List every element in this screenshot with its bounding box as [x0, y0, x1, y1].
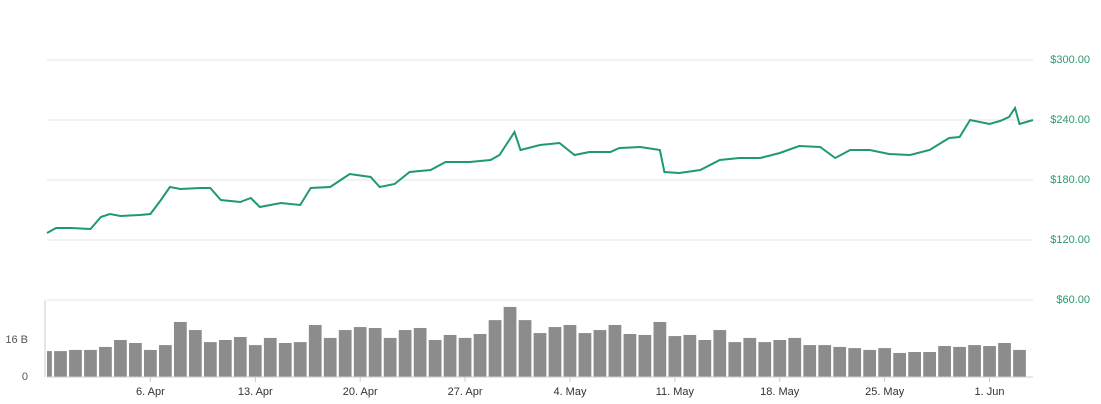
volume-bar: [383, 337, 397, 377]
volume-bar: [413, 327, 427, 377]
volume-bar: [563, 324, 577, 377]
volume-bar: [473, 333, 487, 377]
y-tick-label: 16 B: [5, 334, 28, 346]
volume-bar: [443, 334, 457, 377]
volume-bar: [758, 342, 772, 377]
volume-bar: [743, 337, 757, 377]
volume-bar: [129, 343, 142, 377]
volume-bar: [114, 340, 127, 377]
volume-bar: [578, 333, 592, 377]
volume-bar: [323, 337, 337, 377]
volume-bar: [998, 343, 1011, 377]
volume-bar: [908, 352, 921, 377]
volume-bar: [638, 334, 652, 377]
volume-bar: [173, 321, 187, 377]
y-tick-label: 0: [22, 371, 28, 383]
x-tick-label: 25. May: [865, 386, 905, 398]
volume-bar: [833, 346, 847, 377]
volume-bar: [518, 320, 532, 377]
x-tick-label: 27. Apr: [448, 386, 483, 398]
volume-bar: [668, 336, 682, 377]
volume-bar: [728, 342, 742, 377]
volume-bar: [338, 330, 352, 377]
volume-bar: [308, 324, 322, 377]
volume-bar: [923, 352, 936, 377]
volume-bar: [878, 348, 892, 377]
volume-bar: [263, 337, 277, 377]
x-tick-label: 1. Jun: [975, 386, 1005, 398]
volume-bar: [248, 345, 262, 377]
x-tick-label: 11. May: [656, 386, 695, 398]
volume-bar: [293, 342, 307, 377]
volume-bar: [159, 345, 172, 377]
volume-bar: [54, 351, 67, 377]
volume-bar: [278, 343, 292, 377]
volume-bar: [608, 324, 622, 377]
y-tick-label: $300.00: [1050, 54, 1090, 66]
volume-bar: [863, 349, 877, 377]
volume-bar: [398, 330, 412, 377]
volume-bar: [503, 306, 517, 377]
x-tick-label: 18. May: [760, 386, 800, 398]
volume-bar: [233, 336, 247, 377]
volume-bar: [893, 352, 907, 377]
volume-bar: [458, 337, 472, 377]
volume-bar: [69, 349, 82, 377]
volume-bar: [218, 340, 232, 377]
volume-bar: [203, 342, 217, 377]
volume-bar: [548, 327, 562, 377]
volume-bar: [773, 340, 787, 377]
x-tick-label: 4. May: [553, 386, 587, 398]
volume-bar: [188, 330, 202, 377]
x-tick-label: 6. Apr: [136, 386, 165, 398]
x-tick-label: 13. Apr: [238, 386, 273, 398]
volume-bar: [683, 334, 697, 377]
volume-bar: [818, 345, 832, 377]
volume-bar: [788, 337, 802, 377]
volume-bar: [953, 346, 966, 377]
volume-bar: [653, 321, 667, 377]
volume-bar: [983, 346, 996, 377]
volume-bar: [428, 340, 442, 377]
y-tick-label: $60.00: [1056, 294, 1090, 306]
volume-bar: [353, 327, 367, 377]
volume-bar: [488, 320, 502, 377]
volume-bar: [1013, 349, 1026, 377]
y-tick-label: $240.00: [1050, 114, 1090, 126]
volume-bar: [713, 330, 727, 377]
volume-bar: [968, 345, 981, 377]
volume-bar: [623, 333, 637, 377]
volume-bar: [533, 333, 547, 377]
volume-bar: [84, 349, 97, 377]
volume-bar: [99, 346, 112, 377]
y-tick-label: $180.00: [1050, 174, 1090, 186]
x-tick-label: 20. Apr: [343, 386, 378, 398]
volume-bar: [803, 345, 817, 377]
volume-bar: [47, 351, 52, 377]
volume-bar: [593, 330, 607, 377]
volume-bar: [144, 349, 157, 377]
volume-bar: [938, 346, 951, 377]
price-line: [46, 105, 1034, 234]
volume-bar: [848, 348, 862, 377]
volume-bar: [368, 327, 382, 377]
volume-bar: [698, 340, 712, 377]
y-tick-label: $120.00: [1050, 234, 1090, 246]
